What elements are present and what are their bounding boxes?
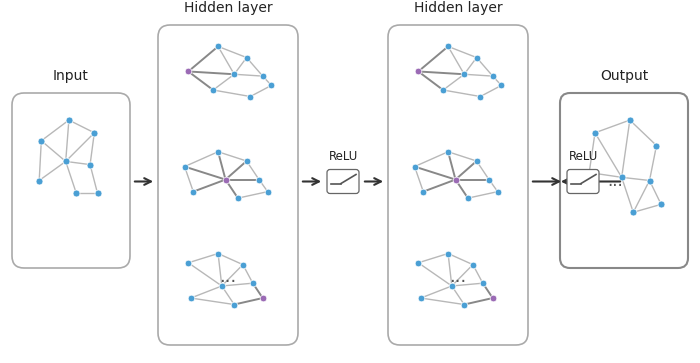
- Text: Hidden layer: Hidden layer: [414, 1, 503, 15]
- FancyBboxPatch shape: [12, 93, 130, 268]
- Text: ...: ...: [449, 268, 467, 286]
- FancyBboxPatch shape: [327, 170, 359, 193]
- Text: ReLU: ReLU: [328, 151, 358, 163]
- Text: Hidden layer: Hidden layer: [183, 1, 272, 15]
- FancyBboxPatch shape: [560, 93, 688, 268]
- FancyBboxPatch shape: [567, 170, 599, 193]
- Text: Output: Output: [600, 69, 648, 83]
- FancyBboxPatch shape: [158, 25, 298, 345]
- Text: ...: ...: [219, 268, 237, 286]
- Text: Input: Input: [53, 69, 89, 83]
- FancyBboxPatch shape: [388, 25, 528, 345]
- Text: ReLU: ReLU: [568, 151, 598, 163]
- Text: ...: ...: [607, 172, 623, 191]
